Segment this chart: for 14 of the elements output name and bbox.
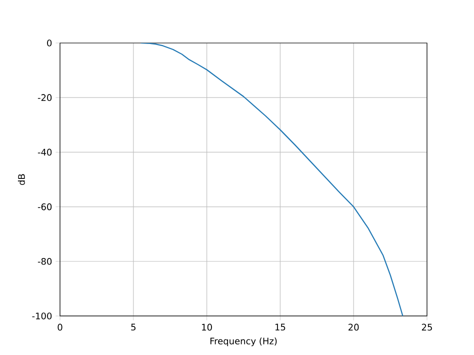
x-tick-label: 5 [131, 324, 136, 330]
y-tick-label: -80 [38, 258, 52, 265]
y-axis-title: dB [18, 174, 25, 185]
y-tick-label: -40 [38, 148, 52, 156]
x-tick-label: 20 [348, 324, 359, 331]
y-tick-label: 0 [47, 40, 52, 46]
x-tick-label: 25 [422, 324, 432, 331]
y-tick-label: -100 [32, 312, 52, 320]
y-tick-label: -20 [38, 94, 52, 101]
x-tick-label: 0 [58, 324, 62, 331]
x-tick-label: 10 [202, 324, 212, 331]
x-axis-title: Frequency (Hz) [210, 337, 277, 346]
y-tick-label: -60 [38, 203, 52, 210]
x-tick-label: 15 [275, 324, 286, 330]
